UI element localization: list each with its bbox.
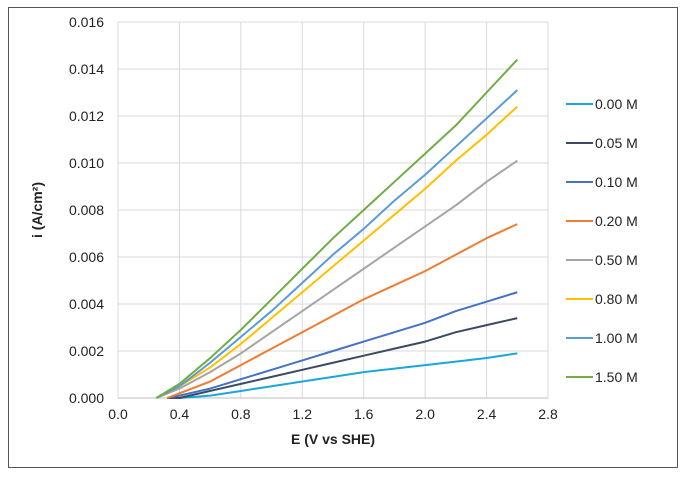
y-tick-label: 0.016 [69, 14, 104, 30]
y-tick-label: 0.004 [69, 296, 104, 312]
y-tick-label: 0.014 [69, 61, 104, 77]
series-line-0-10-M [166, 291, 518, 399]
y-tick-label: 0.008 [69, 202, 104, 218]
x-tick-label: 0.8 [231, 406, 251, 422]
series-line-0-00-M [167, 352, 518, 399]
y-tick-label: 0.012 [69, 108, 104, 124]
series-line-0-80-M [155, 105, 518, 399]
x-tick-label: 2.4 [477, 406, 497, 422]
series-line-1-50-M [155, 58, 519, 399]
series-line-0-20-M [166, 223, 518, 399]
x-tick-label: 1.2 [293, 406, 313, 422]
legend-label: 0.50 M [595, 252, 638, 268]
legend-label: 0.80 M [595, 291, 638, 307]
legend-label: 1.00 M [595, 330, 638, 346]
chart-frame [8, 7, 678, 468]
legend-label: 0.20 M [595, 213, 638, 229]
x-tick-label: 2.0 [415, 406, 435, 422]
legend-label: 0.10 M [595, 174, 638, 190]
series-line-1-00-M [155, 89, 518, 399]
legend-label: 1.50 M [595, 369, 638, 385]
legend-label: 0.05 M [595, 135, 638, 151]
y-tick-label: 0.010 [69, 155, 104, 171]
x-tick-label: 1.6 [354, 406, 374, 422]
legend-label: 0.00 M [595, 96, 638, 112]
y-tick-label: 0.006 [69, 249, 104, 265]
series-line-0-05-M [167, 317, 518, 399]
y-axis-label: i (A/cm²) [29, 182, 45, 238]
x-tick-label: 2.8 [538, 406, 558, 422]
x-axis-label: E (V vs SHE) [291, 431, 375, 447]
y-tick-label: 0.002 [69, 343, 104, 359]
series-line-0-50-M [156, 159, 518, 399]
y-tick-label: 0.000 [69, 390, 104, 406]
x-tick-label: 0.4 [170, 406, 190, 422]
x-tick-label: 0.0 [108, 406, 128, 422]
